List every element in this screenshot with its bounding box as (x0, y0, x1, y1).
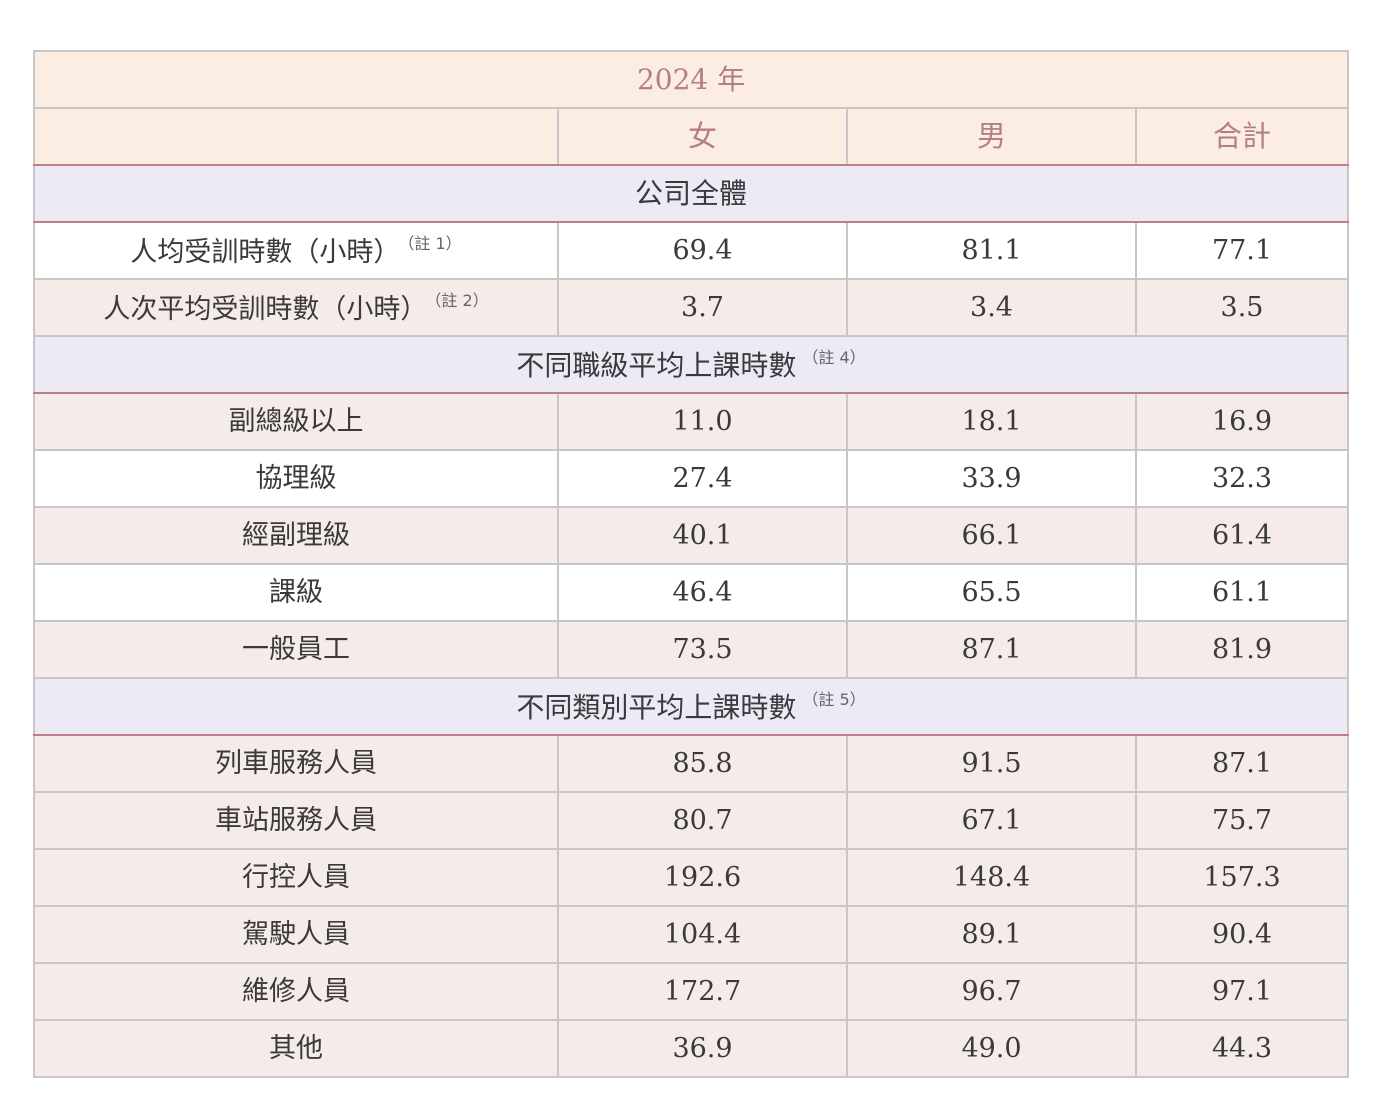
value-cell-total: 44.3 (1134, 1019, 1350, 1078)
footnote-marker: （註 4） (802, 347, 866, 367)
value-cell-male: 65.5 (846, 563, 1137, 622)
row-label: 人均受訓時數（小時） (130, 236, 401, 268)
table-row: 其他 36.9 49.0 44.3 (33, 1019, 1350, 1078)
value-cell-male: 66.1 (846, 506, 1137, 565)
value-cell-male: 81.1 (846, 221, 1137, 280)
value-cell-male: 96.7 (846, 962, 1137, 1021)
section-title-cell: 公司全體 (32, 164, 1350, 223)
section-header-row: 不同類別平均上課時數 （註 5） (32, 677, 1350, 736)
row-label-cell: 人均受訓時數（小時） （註 1） (33, 221, 559, 280)
value-cell-male: 91.5 (846, 734, 1137, 793)
value-cell-female: 27.4 (557, 449, 848, 508)
row-label: 經副理級 (242, 520, 350, 551)
row-label-cell: 維修人員 (33, 962, 559, 1021)
value-cell-female: 46.4 (557, 563, 848, 622)
row-label: 列車服務人員 (215, 748, 377, 779)
value-cell-male: 148.4 (846, 848, 1137, 907)
value-cell-male: 49.0 (846, 1019, 1137, 1078)
value-cell-total: 32.3 (1134, 449, 1350, 508)
value-cell-total: 3.5 (1134, 278, 1350, 337)
value-cell-total: 81.9 (1134, 620, 1350, 679)
row-label-cell: 副總級以上 (33, 392, 559, 451)
value-cell-male: 87.1 (846, 620, 1137, 679)
column-header-female: 女 (557, 107, 848, 166)
value-cell-female: 172.7 (557, 962, 848, 1021)
value-cell-total: 75.7 (1134, 791, 1350, 850)
footnote-marker: （註 5） (802, 689, 866, 709)
value-cell-total: 97.1 (1134, 962, 1350, 1021)
table-row: 維修人員 172.7 96.7 97.1 (33, 962, 1350, 1021)
section-title: 公司全體 (635, 176, 748, 210)
column-header-male: 男 (846, 107, 1137, 166)
table-row: 車站服務人員 80.7 67.1 75.7 (33, 791, 1350, 850)
column-header-label (33, 107, 559, 166)
value-cell-female: 40.1 (557, 506, 848, 565)
year-header-row: 2024 年 (32, 50, 1350, 109)
row-label: 車站服務人員 (215, 805, 377, 836)
row-label-cell: 其他 (33, 1019, 559, 1078)
table-row: 人均受訓時數（小時） （註 1） 69.4 81.1 77.1 (33, 221, 1350, 280)
value-cell-total: 16.9 (1134, 392, 1350, 451)
section-header-row: 公司全體 (32, 164, 1350, 223)
value-cell-total: 87.1 (1134, 734, 1350, 793)
value-cell-male: 33.9 (846, 449, 1137, 508)
value-cell-total: 61.4 (1134, 506, 1350, 565)
row-label-cell: 一般員工 (33, 620, 559, 679)
column-header-row: 女 男 合計 (33, 107, 1350, 166)
value-cell-female: 36.9 (557, 1019, 848, 1078)
section-header-row: 不同職級平均上課時數 （註 4） (32, 335, 1350, 394)
row-label-cell: 經副理級 (33, 506, 559, 565)
value-cell-male: 18.1 (846, 392, 1137, 451)
value-cell-female: 192.6 (557, 848, 848, 907)
table-row: 課級 46.4 65.5 61.1 (33, 563, 1350, 622)
table-row: 人次平均受訓時數（小時） （註 2） 3.7 3.4 3.5 (33, 278, 1350, 337)
table-row: 協理級 27.4 33.9 32.3 (33, 449, 1350, 508)
value-cell-male: 67.1 (846, 791, 1137, 850)
table-row: 經副理級 40.1 66.1 61.4 (33, 506, 1350, 565)
value-cell-female: 104.4 (557, 905, 848, 964)
row-label-cell: 列車服務人員 (33, 734, 559, 793)
table-row: 副總級以上 11.0 18.1 16.9 (33, 392, 1350, 451)
row-label: 行控人員 (242, 862, 350, 893)
value-cell-total: 157.3 (1134, 848, 1350, 907)
row-label: 一般員工 (242, 634, 350, 665)
value-cell-female: 11.0 (557, 392, 848, 451)
year-title: 2024 年 (32, 50, 1350, 109)
row-label: 駕駛人員 (242, 919, 350, 950)
footnote-marker: （註 1） (406, 233, 462, 253)
row-label-cell: 協理級 (33, 449, 559, 508)
section-title: 不同類別平均上課時數 (516, 690, 797, 724)
row-label: 維修人員 (242, 976, 350, 1007)
table-row: 駕駛人員 104.4 89.1 90.4 (33, 905, 1350, 964)
training-hours-table: 2024 年 女 男 合計 公司全體 人均受訓時數（小時） （註 1） 69.4 81.… (32, 50, 1350, 1078)
row-label: 副總級以上 (228, 406, 364, 437)
value-cell-total: 90.4 (1134, 905, 1350, 964)
row-label: 其他 (269, 1033, 323, 1064)
value-cell-female: 3.7 (557, 278, 848, 337)
value-cell-male: 3.4 (846, 278, 1137, 337)
table-row: 列車服務人員 85.8 91.5 87.1 (33, 734, 1350, 793)
row-label-cell: 車站服務人員 (33, 791, 559, 850)
value-cell-female: 69.4 (557, 221, 848, 280)
row-label: 課級 (269, 577, 323, 608)
row-label-cell: 課級 (33, 563, 559, 622)
table-row: 行控人員 192.6 148.4 157.3 (33, 848, 1350, 907)
value-cell-female: 85.8 (557, 734, 848, 793)
value-cell-female: 73.5 (557, 620, 848, 679)
row-label: 人次平均受訓時數（小時） (103, 293, 428, 325)
row-label-cell: 駕駛人員 (33, 905, 559, 964)
section-title-cell: 不同職級平均上課時數 （註 4） (32, 335, 1350, 394)
footnote-marker: （註 2） (433, 290, 489, 310)
table-row: 一般員工 73.5 87.1 81.9 (33, 620, 1350, 679)
row-label-cell: 人次平均受訓時數（小時） （註 2） (33, 278, 559, 337)
row-label-cell: 行控人員 (33, 848, 559, 907)
row-label: 協理級 (255, 463, 337, 494)
section-title: 不同職級平均上課時數 (516, 348, 797, 382)
section-title-cell: 不同類別平均上課時數 （註 5） (32, 677, 1350, 736)
value-cell-male: 89.1 (846, 905, 1137, 964)
value-cell-total: 77.1 (1134, 221, 1350, 280)
column-header-total: 合計 (1134, 107, 1350, 166)
value-cell-total: 61.1 (1134, 563, 1350, 622)
value-cell-female: 80.7 (557, 791, 848, 850)
